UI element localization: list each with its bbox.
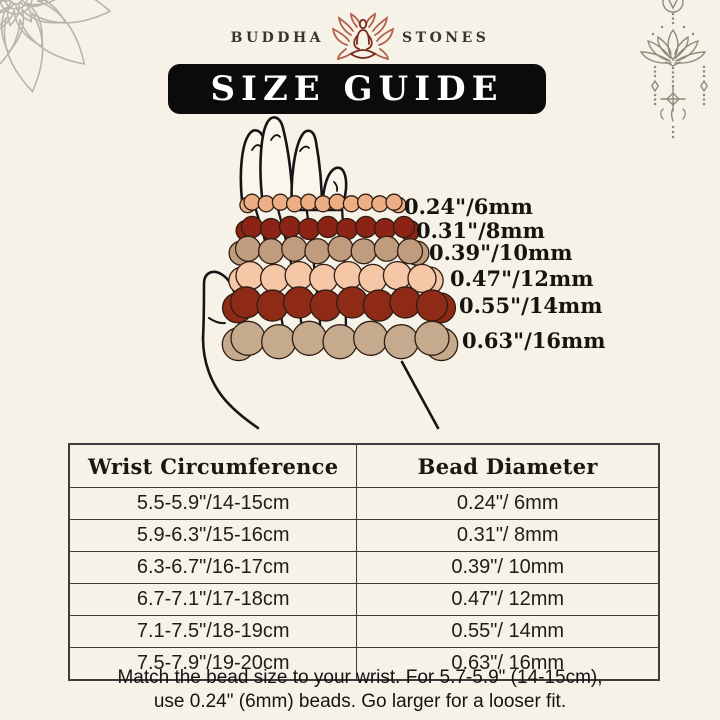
wrist-cell: 5.5-5.9"/14-15cm: [68, 487, 358, 520]
bead-cell: 0.47"/ 12mm: [356, 583, 660, 616]
hand-with-bracelets-illustration: 0.24"/6mm 0.31"/8mm 0.39"/10mm 0.47"/12m…: [201, 116, 605, 430]
table-row: 5.5-5.9"/14-15cm 0.24"/ 6mm: [68, 487, 660, 520]
size-table: Wrist Circumference Bead Diameter 5.5-5.…: [68, 443, 660, 681]
size-guide-title: SIZE GUIDE: [210, 69, 504, 109]
table-row: 5.9-6.3"/15-16cm 0.31"/ 8mm: [68, 519, 660, 552]
moon-icon: [662, 0, 684, 13]
wrist-cell: 6.3-6.7"/16-17cm: [68, 551, 358, 584]
diamond: [699, 79, 709, 93]
wrist-cell: 5.9-6.3"/15-16cm: [68, 519, 358, 552]
bead-size-label: 0.63"/16mm: [462, 328, 605, 353]
wrist-cell: 7.5-7.9"/19-20cm: [68, 647, 358, 681]
size-guide-banner: SIZE GUIDE: [168, 64, 546, 114]
col-header-wrist-circumference: Wrist Circumference: [68, 443, 358, 488]
bead-size-label: 0.31"/8mm: [416, 218, 545, 243]
brand-word-right: STONES: [402, 30, 490, 46]
bead-strands: [221, 193, 459, 362]
fit-note-line2: use 0.24" (6mm) beads. Go larger for a l…: [153, 691, 567, 713]
table-row: 6.3-6.7"/16-17cm 0.39"/ 10mm: [68, 551, 660, 584]
bead-cell: 0.63"/ 16mm: [356, 647, 660, 681]
bead-size-label: 0.39"/10mm: [429, 240, 572, 265]
bead-cell: 0.24"/ 6mm: [356, 487, 660, 520]
bead-size-label: 0.47"/12mm: [450, 266, 593, 291]
moon-chevron: [668, 0, 678, 10]
table-row: 7.1-7.5"/18-19cm 0.55"/ 14mm: [68, 615, 660, 648]
diamond: [650, 79, 660, 93]
bead-cell: 0.55"/ 14mm: [356, 615, 660, 648]
table-row: 7.5-7.9"/19-20cm 0.63"/ 16mm: [68, 647, 660, 681]
bead-cell: 0.31"/ 8mm: [356, 519, 660, 552]
bead-cell: 0.39"/ 10mm: [356, 551, 660, 584]
col-header-bead-diameter: Bead Diameter: [356, 443, 660, 488]
fit-note: Match the bead size to your wrist. For 5…: [0, 666, 720, 715]
table-row: 6.7-7.1"/17-18cm 0.47"/ 12mm: [68, 583, 660, 616]
bead-size-label: 0.24"/6mm: [404, 194, 533, 219]
wrist-cell: 7.1-7.5"/18-19cm: [68, 615, 358, 648]
fit-note-line1: Match the bead size to your wrist. For 5…: [117, 667, 603, 688]
bead-size-labels: 0.24"/6mm 0.31"/8mm 0.39"/10mm 0.47"/12m…: [404, 194, 605, 353]
lotus-meditation-icon: [332, 12, 395, 61]
bead-size-label: 0.55"/14mm: [459, 293, 602, 318]
rosette-cross: [660, 86, 686, 112]
brand-logo: BUDDHA STONES: [0, 12, 720, 64]
rosette-center: [666, 92, 680, 106]
wrist-cell: 6.7-7.1"/17-18cm: [68, 583, 358, 616]
brand-word-left: BUDDHA: [230, 30, 325, 46]
table-header-row: Wrist Circumference Bead Diameter: [68, 443, 660, 488]
